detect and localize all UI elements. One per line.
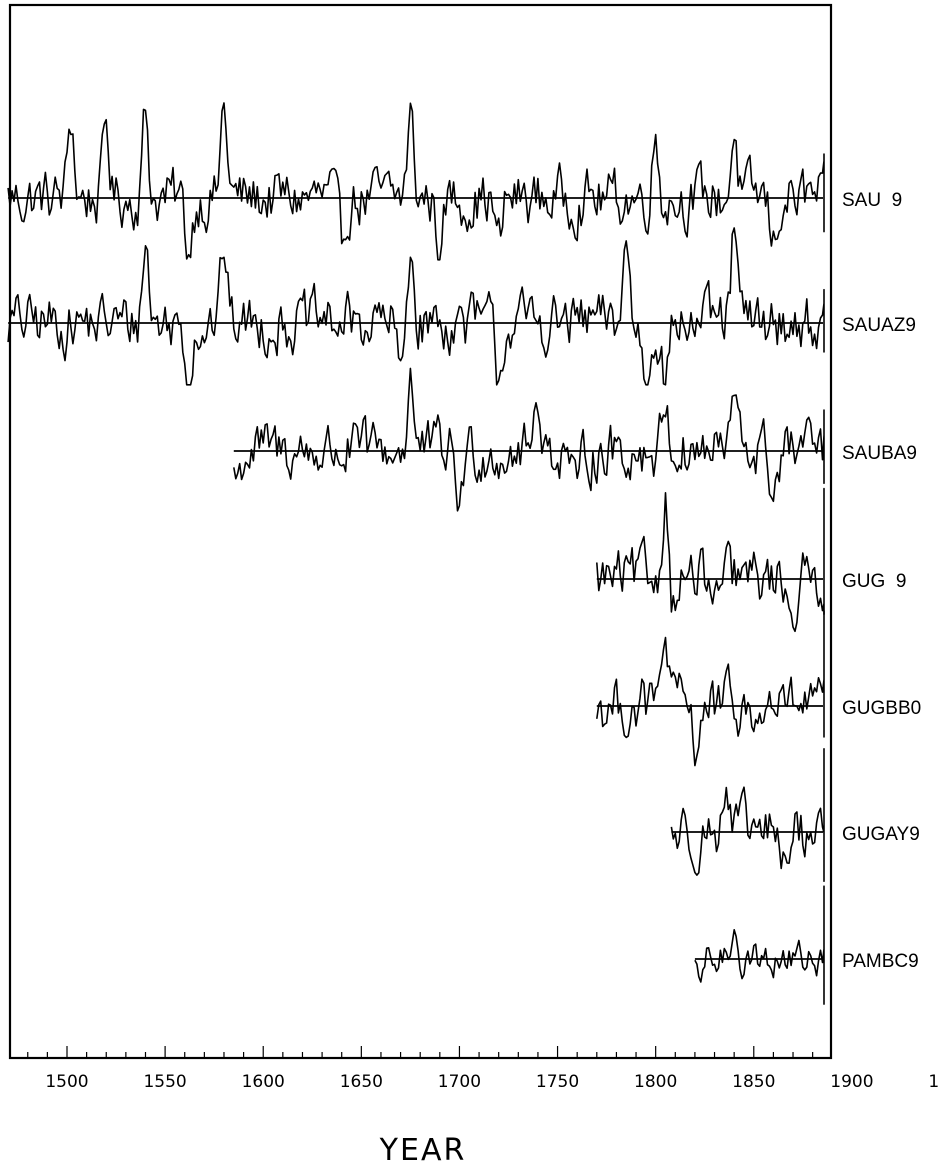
x-tick-label: 1600: [242, 1072, 285, 1092]
series-label-3: SAUBA9: [842, 443, 917, 464]
series-labels-group: SAU 9 SAUAZ9 SAUBA9 GUG 9 GUGBB0 GUGAY9 PAMBC9: [842, 190, 921, 972]
series-group: [7, 102, 825, 1005]
series-label-6: GUGAY9: [842, 824, 920, 845]
series-label-1: SAU 9: [842, 190, 902, 211]
series-line-6: [670, 747, 825, 883]
x-tick-label: 1650: [340, 1072, 383, 1092]
plot-frame: [8, 3, 833, 1060]
series-line-5: [596, 610, 825, 767]
x-axis: 1500 1550 1600 1650 1700 1750 1800 1850 1900 1950: [27, 1046, 938, 1092]
x-tick-label: 1950: [928, 1072, 938, 1092]
x-tick-label: 1900: [830, 1072, 873, 1092]
series-line-7: [694, 885, 825, 1005]
series-line-1: [7, 102, 825, 261]
x-tick-label: 1850: [732, 1072, 775, 1092]
x-tick-label: 1550: [143, 1072, 186, 1092]
x-tick-label: 1500: [45, 1072, 88, 1092]
x-tick-label: 1800: [634, 1072, 677, 1092]
x-axis-title: YEAR: [379, 1133, 467, 1168]
series-line-2: [7, 227, 825, 386]
series-label-7: PAMBC9: [842, 951, 919, 972]
x-tick-label: 1750: [536, 1072, 579, 1092]
series-label-5: GUGBB0: [842, 698, 921, 719]
x-tick-label: 1700: [438, 1072, 481, 1092]
series-line-4: [596, 487, 825, 633]
series-label-2: SAUAZ9: [842, 315, 916, 336]
series-line-3: [233, 367, 825, 512]
series-label-4: GUG 9: [842, 571, 906, 592]
